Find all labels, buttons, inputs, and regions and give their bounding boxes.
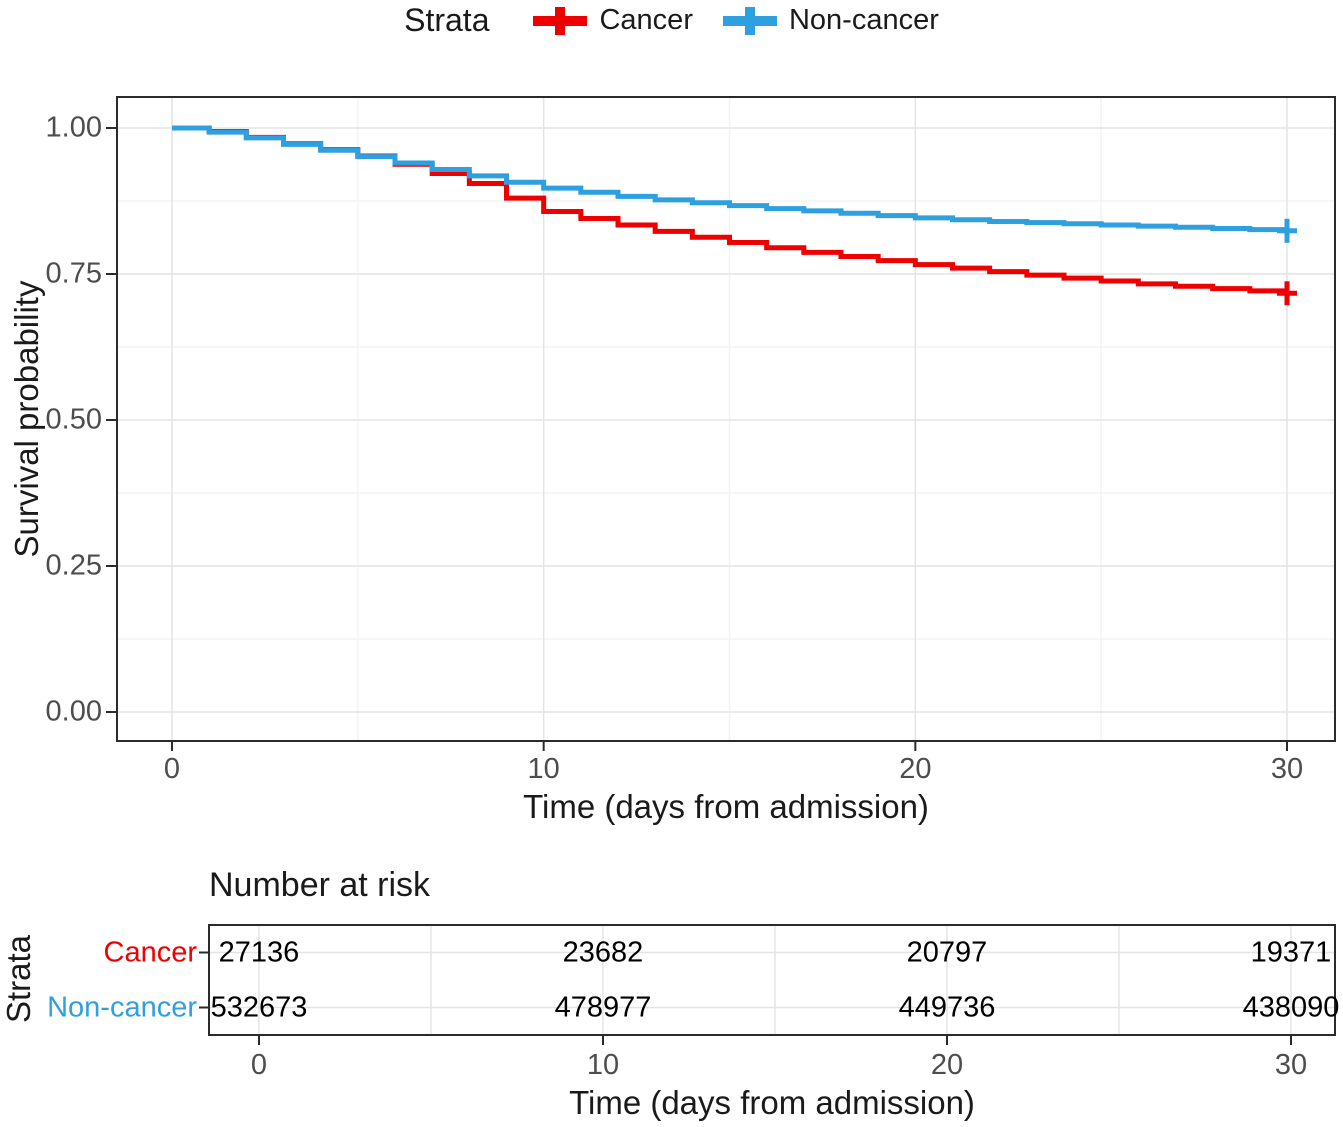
- risk-table-title: Number at risk: [209, 866, 431, 904]
- risk-row-label: Non-cancer: [47, 991, 197, 1023]
- risk-x-tick-label: 10: [586, 1049, 620, 1081]
- risk-count: 19371: [1250, 936, 1332, 968]
- legend-item-cancer: Cancer: [533, 4, 693, 37]
- x-tick-label: 10: [527, 753, 560, 785]
- risk-x-tick-label: 0: [250, 1049, 268, 1081]
- risk-x-tick-label: 20: [930, 1049, 964, 1081]
- risk-count: 532673: [210, 991, 308, 1023]
- y-tick-label: 0.25: [45, 549, 102, 582]
- risk-count: 27136: [218, 936, 300, 968]
- risk-count: 449736: [898, 991, 996, 1023]
- x-axis-title: Time (days from admission): [523, 788, 929, 825]
- risk-count: 478977: [554, 991, 652, 1023]
- y-tick-label: 1.00: [45, 111, 102, 144]
- censor-plus-icon: [722, 6, 777, 35]
- risk-x-axis-title: Time (days from admission): [569, 1084, 975, 1121]
- risk-count: 23682: [562, 936, 644, 968]
- x-tick-label: 20: [899, 753, 932, 785]
- y-tick-label: 0.50: [45, 403, 102, 436]
- y-axis-title: Survival probability: [8, 280, 45, 558]
- x-tick-label: 0: [163, 753, 181, 785]
- y-tick-label: 0.75: [45, 257, 102, 290]
- risk-count: 438090: [1242, 991, 1340, 1023]
- x-tick-label: 30: [1270, 753, 1304, 785]
- legend-title: Strata: [404, 2, 490, 38]
- y-tick-label: 0.00: [45, 695, 102, 728]
- legend: Strata Cancer Non-cancer: [0, 2, 1343, 39]
- legend-label: Cancer: [599, 4, 693, 36]
- legend-item-noncancer: Non-cancer: [722, 4, 939, 37]
- strata-axis-title: Strata: [0, 934, 37, 1024]
- risk-count: 20797: [906, 936, 988, 968]
- censor-plus-icon: [533, 6, 588, 35]
- risk-x-tick-label: 30: [1274, 1049, 1308, 1081]
- risk-row-label: Cancer: [103, 936, 198, 968]
- survival-curve-non-cancer: [172, 125, 1290, 233]
- legend-label: Non-cancer: [788, 4, 939, 36]
